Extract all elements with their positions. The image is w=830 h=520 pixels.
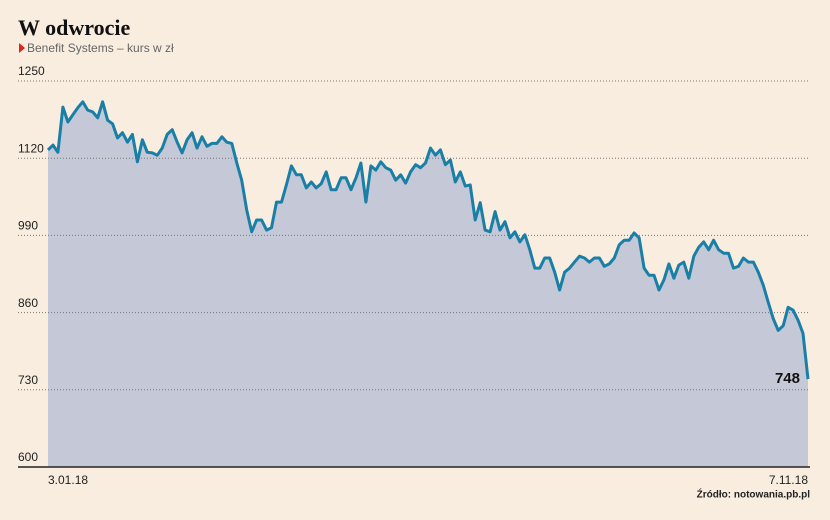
y-tick-label: 1120	[18, 141, 44, 155]
y-tick-label: 600	[18, 450, 38, 464]
y-tick-label: 1250	[18, 64, 45, 78]
value-label: 748	[775, 370, 800, 387]
y-tick-label: 730	[18, 373, 38, 387]
chart-subtitle: Benefit Systems – kurs w zł	[27, 41, 174, 55]
y-tick-label: 990	[18, 219, 38, 233]
x-tick-label: 7.11.18	[769, 473, 808, 487]
subtitle-marker	[19, 43, 25, 53]
chart-title: W odwrocie	[18, 15, 130, 40]
y-tick-label: 860	[18, 296, 38, 310]
x-tick-label: 3.01.18	[48, 473, 88, 487]
line	[46, 100, 810, 380]
source: Źródło: notowania.pb.pl	[697, 488, 811, 501]
area	[48, 101, 808, 468]
